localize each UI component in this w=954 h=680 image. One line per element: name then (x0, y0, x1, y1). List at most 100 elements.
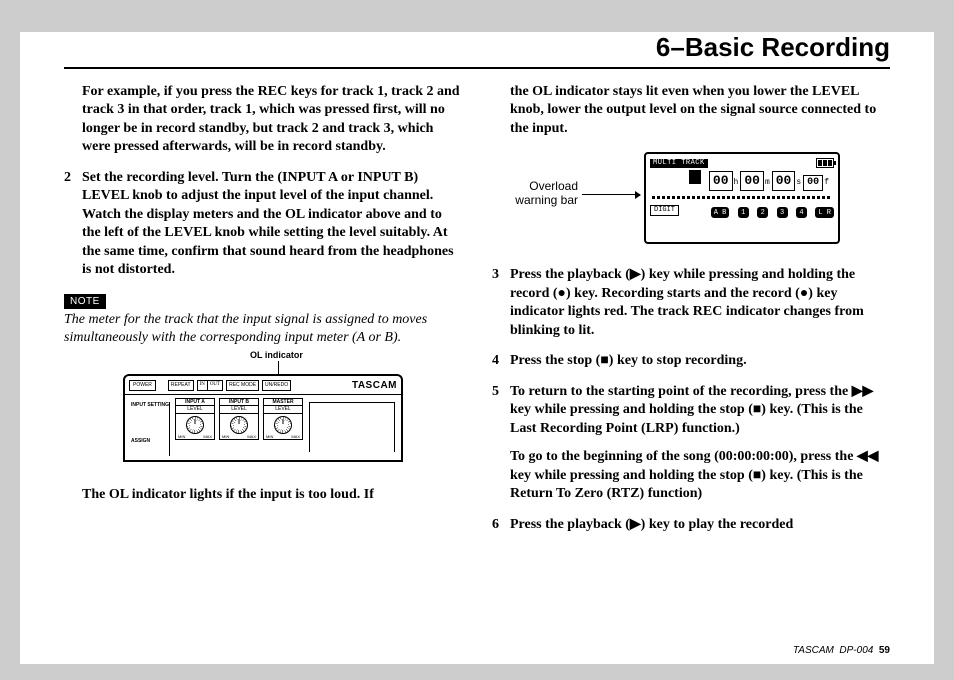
step-2-number: 2 (64, 169, 82, 280)
note-label: NOTE (64, 294, 106, 309)
min-label: MIN (222, 434, 229, 439)
master-group: MASTER LEVEL MIN MAX (263, 398, 303, 440)
max-label: MAX (247, 434, 256, 439)
page-footer: TASCAM DP-004 59 (793, 645, 890, 656)
lcd-lr: L R (815, 207, 834, 218)
ol-paragraph: The OL indicator lights if the input is … (64, 486, 462, 504)
lcd-indicators: A B 1 2 3 4 L R (711, 202, 834, 220)
lcd-4: 4 (796, 207, 807, 218)
lcd-time-row: 00 h 00 m 00 s 00 f (650, 170, 834, 190)
master-minmax: MIN MAX (264, 434, 302, 439)
ol-indicator-label: OL indicator (250, 350, 303, 362)
power-button: POWER (129, 380, 156, 391)
example-paragraph: For example, if you press the REC keys f… (64, 83, 462, 157)
overload-callout: Overload warning bar (494, 180, 578, 208)
step-6: 6 Press the playback (▶) key to play the… (492, 516, 890, 534)
lcd-1: 1 (738, 207, 749, 218)
device-knob-area: INPUT SETTING ASSIGN INPUT A LEVEL MIN M… (129, 398, 397, 460)
lcd-bottom-row: DIGIT A B 1 2 3 4 L R (650, 202, 834, 220)
step-5-number: 5 (492, 383, 510, 504)
step-2: 2 Set the recording level. Turn the (INP… (64, 169, 462, 280)
lcd-2: 2 (757, 207, 768, 218)
lcd-multi-track: MULTI TRACK (650, 159, 708, 168)
repeat-button: REPEAT (168, 380, 194, 391)
chapter-title: 6–Basic Recording (64, 32, 890, 69)
note-text: The meter for the track that the input s… (64, 311, 462, 348)
master-knob (274, 416, 292, 434)
battery-icon (816, 158, 834, 168)
input-setting-label: INPUT SETTING (131, 402, 169, 409)
input-b-header: INPUT B (220, 399, 258, 407)
device-lcd-outline (309, 402, 395, 452)
input-b-group: INPUT B LEVEL MIN MAX (219, 398, 259, 440)
footer-brand: TASCAM (793, 645, 834, 656)
master-header: MASTER (264, 399, 302, 407)
step-6-number: 6 (492, 516, 510, 534)
lcd-ff: 00 (803, 175, 823, 190)
step-5b-text: To go to the beginning of the song (00:0… (510, 448, 890, 503)
left-column: For example, if you press the REC keys f… (64, 83, 462, 534)
input-a-minmax: MIN MAX (176, 434, 214, 439)
footer-model: DP-004 (839, 645, 873, 656)
input-a-group: INPUT A LEVEL MIN MAX (175, 398, 215, 440)
lcd-hh: 00 (709, 171, 733, 190)
lcd-s: s (796, 178, 802, 189)
unredo-button: UN/REDO (262, 380, 291, 391)
callout-arrow (582, 194, 640, 195)
min-label: MIN (178, 434, 185, 439)
in-button: IN (197, 380, 208, 391)
input-a-level-label: LEVEL (176, 406, 214, 414)
page: 6–Basic Recording For example, if you pr… (20, 32, 934, 664)
recmode-button: REC MODE (226, 380, 259, 391)
footer-page: 59 (879, 645, 890, 656)
lcd-m: m (765, 178, 771, 189)
lcd-3: 3 (777, 207, 788, 218)
columns: For example, if you press the REC keys f… (64, 83, 890, 534)
input-a-header: INPUT A (176, 399, 214, 407)
step-3: 3 Press the playback (▶) key while press… (492, 266, 890, 340)
lcd-cursor (689, 170, 701, 184)
divider-line (169, 402, 170, 456)
assign-label: ASSIGN (131, 438, 150, 445)
input-b-minmax: MIN MAX (220, 434, 258, 439)
lcd-figure: Overload warning bar MULTI TRACK 00 h (492, 150, 852, 250)
in-out-buttons: IN OUT (197, 380, 224, 391)
right-column: the OL indicator stays lit even when you… (492, 83, 890, 534)
ol-text: The OL indicator lights if the input is … (82, 487, 374, 502)
step-4: 4 Press the stop (■) key to stop recordi… (492, 352, 890, 370)
lcd-meter-line (652, 196, 832, 199)
brand-logo: TASCAM (352, 379, 397, 392)
example-text: For example, if you press the REC keys f… (82, 84, 460, 154)
device-figure: OL indicator POWER REPEAT IN OUT REC MOD… (123, 362, 403, 472)
max-label: MAX (291, 434, 300, 439)
step-3-body: Press the playback (▶) key while pressin… (510, 266, 890, 340)
lcd-top-row: MULTI TRACK (650, 158, 834, 168)
page-background: 6–Basic Recording For example, if you pr… (0, 0, 954, 680)
input-a-knob (186, 416, 204, 434)
ol-cont-text: the OL indicator stays lit even when you… (510, 84, 876, 136)
input-b-level-label: LEVEL (220, 406, 258, 414)
step-4-number: 4 (492, 352, 510, 370)
input-b-knob (230, 416, 248, 434)
lcd-digit-tag: DIGIT (650, 205, 679, 216)
step-5-body: To return to the starting point of the r… (510, 383, 890, 504)
min-label: MIN (266, 434, 273, 439)
master-level-label: LEVEL (264, 406, 302, 414)
lcd-ss: 00 (772, 171, 796, 190)
note-block: NOTE The meter for the track that the in… (64, 292, 462, 348)
lcd-f: f (824, 178, 830, 189)
step-6-body: Press the playback (▶) key to play the r… (510, 516, 890, 534)
step-4-body: Press the stop (■) key to stop recording… (510, 352, 890, 370)
device-body: POWER REPEAT IN OUT REC MODE UN/REDO TAS… (123, 374, 403, 462)
step-5: 5 To return to the starting point of the… (492, 383, 890, 504)
lcd-box: MULTI TRACK 00 h 00 m 00 s 00 (644, 152, 840, 244)
step-5a-text: To return to the starting point of the r… (510, 383, 890, 438)
ol-continuation: the OL indicator stays lit even when you… (492, 83, 890, 138)
out-button: OUT (208, 380, 223, 391)
lcd-h: h (734, 178, 740, 189)
lcd-mm: 00 (740, 171, 764, 190)
device-top-row: POWER REPEAT IN OUT REC MODE UN/REDO TAS… (125, 376, 401, 394)
step-2-body: Set the recording level. Turn the (INPUT… (82, 169, 462, 280)
max-label: MAX (203, 434, 212, 439)
step-3-number: 3 (492, 266, 510, 340)
